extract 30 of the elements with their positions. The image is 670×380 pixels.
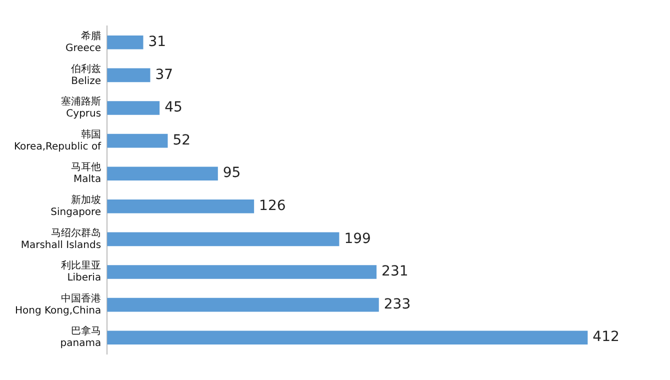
- data-label: 52: [172, 132, 191, 148]
- bar: [107, 200, 254, 214]
- y-tick-label: 中国香港 Hong Kong,China: [14, 292, 102, 316]
- y-tick-label: 韩国 Korea,Republic of: [14, 128, 102, 152]
- data-label: 95: [222, 165, 241, 182]
- data-label: 233: [384, 296, 411, 312]
- bar: [107, 68, 150, 82]
- bar: [107, 134, 168, 148]
- y-tick-label: 希腊 Greece: [65, 30, 102, 54]
- bar: [107, 101, 160, 115]
- data-label: 126: [259, 198, 286, 214]
- y-tick-label: 马绍尔群岛 Marshall Islands: [20, 226, 102, 251]
- data-label: 231: [382, 264, 408, 280]
- y-tick-label: 巴拿马 panama: [60, 325, 102, 350]
- y-tick-label: 伯利兹 Belize: [71, 62, 102, 87]
- data-label: 45: [164, 100, 182, 116]
- bar: [107, 330, 588, 344]
- data-label: 31: [148, 34, 166, 50]
- data-label: 37: [155, 66, 174, 83]
- bar: [107, 232, 340, 246]
- y-tick-label: 新加坡 Singapore: [50, 194, 102, 218]
- y-tick-label: 马耳他 Malta: [71, 161, 102, 186]
- bar: [107, 265, 377, 279]
- y-tick-label: 塞浦路斯 Cyprus: [61, 96, 102, 120]
- bar: [107, 166, 218, 180]
- data-label: 412: [592, 329, 620, 346]
- data-label: 199: [344, 230, 371, 247]
- bar: [107, 36, 144, 50]
- y-tick-label: 利比里亚 Liberia: [61, 260, 102, 284]
- bar: [107, 298, 379, 312]
